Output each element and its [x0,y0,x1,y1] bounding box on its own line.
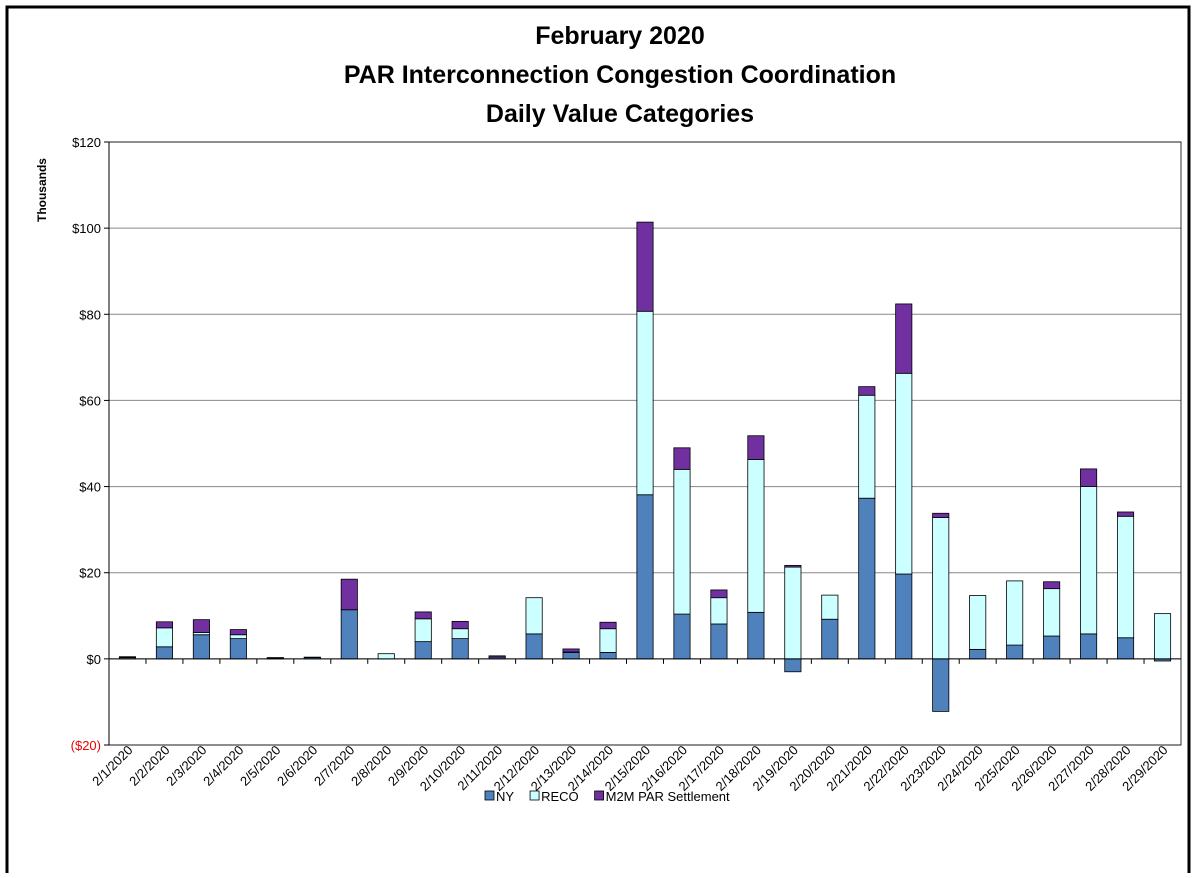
bar-segment [637,222,653,311]
bar-segment [1080,469,1096,487]
bar-segment [970,596,986,650]
bar-segment [785,567,801,659]
chart-title: February 2020 [535,22,705,50]
chart-title: Daily Value Categories [486,100,754,128]
bar-segment [341,579,357,610]
bar-segment [526,634,542,659]
bar-segment [156,628,172,647]
legend-swatch [530,791,539,800]
bar-segment [563,652,579,658]
bar-segment [896,574,912,659]
bar-segment [452,639,468,659]
bar-segment [563,649,579,652]
bar-segment [193,620,209,633]
bar-segment [785,565,801,567]
bar-segment [1117,516,1133,637]
bar-segment [785,659,801,672]
y-tick-label: $80 [79,307,101,322]
bar-segment [1117,638,1133,659]
y-axis-label: Thousands [35,158,49,222]
bar-segment [1080,487,1096,634]
bar-segment [674,448,690,470]
bar-segment [1154,614,1170,659]
bar-segment [452,621,468,628]
bar-segment [748,459,764,612]
bar-segment [859,387,875,396]
bar-segment [526,598,542,634]
bar-segment [415,612,431,619]
y-tick-label: $40 [79,480,101,495]
bar-segment [859,498,875,659]
bar-segment [1043,582,1059,589]
legend-swatch [595,791,604,800]
bar-segment [230,635,246,639]
y-tick-label: $100 [72,221,101,236]
bar-segment [711,598,727,624]
bar-segment [748,612,764,659]
bar-segment [1007,581,1023,645]
bar-segment [674,469,690,614]
bar-segment [415,642,431,659]
y-tick-label: $0 [87,652,101,667]
bar-segment [452,629,468,639]
bar-segment [1117,512,1133,516]
legend-label: M2M PAR Settlement [606,789,730,804]
legend-label: NY [496,789,514,804]
bar-segment [896,373,912,574]
bar-segment [378,654,394,659]
bar-segment [415,619,431,642]
bar-segment [637,495,653,659]
bar-segment [230,639,246,659]
chart-title: PAR Interconnection Congestion Coordinat… [344,61,896,89]
bar-segment [230,630,246,635]
bar-segment [1007,645,1023,659]
bar-segment [933,518,949,659]
bar-segment [933,513,949,517]
bar-segment [748,436,764,460]
bar-segment [674,614,690,659]
bar-segment [600,652,616,658]
bar-segment [156,647,172,659]
bar-segment [341,610,357,659]
bar-segment [489,656,505,657]
y-tick-label: ($20) [71,738,101,753]
bar-segment [637,311,653,494]
bar-segment [711,624,727,659]
bar-segment [822,595,838,619]
legend-swatch [485,791,494,800]
bar-segment [1043,636,1059,659]
y-tick-label: $60 [79,393,101,408]
bar-segment [859,395,875,498]
bar-segment [933,659,949,712]
bar-segment [896,304,912,373]
bar-segment [1043,589,1059,636]
y-tick-label: $20 [79,566,101,581]
bar-segment [1080,634,1096,659]
bar-segment [600,622,616,628]
bar-segment [193,635,209,659]
bar-segment [156,622,172,628]
bar-segment [711,590,727,598]
bar-segment [600,629,616,653]
bar-segment [822,619,838,659]
bar-segment [970,649,986,658]
y-tick-label: $120 [72,135,101,150]
legend-label: RECO [541,789,579,804]
